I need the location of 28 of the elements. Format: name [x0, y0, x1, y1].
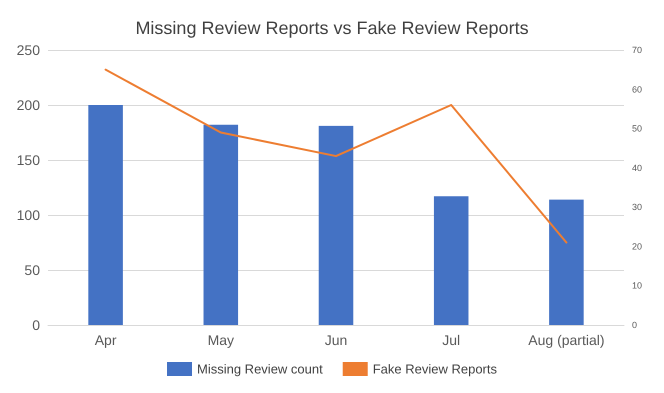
legend-label: Missing Review count: [197, 362, 324, 376]
y2-tick-label: 40: [632, 162, 642, 173]
legend-label: Fake Review Reports: [372, 362, 498, 376]
y-tick-label: 200: [16, 97, 40, 113]
y-tick-label: 100: [16, 207, 40, 223]
x-tick-label: Jun: [324, 332, 348, 348]
bar: [434, 196, 468, 325]
y2-tick-label: 0: [632, 320, 638, 330]
bar: [88, 105, 123, 325]
x-tick-label: Aug (partial): [528, 332, 605, 348]
bar: [549, 200, 584, 325]
y2-tick-label: 20: [632, 241, 642, 252]
y-tick-label: 150: [16, 152, 40, 168]
y-tick-label: 250: [16, 42, 40, 58]
x-tick-label: May: [208, 332, 234, 348]
bar: [204, 124, 238, 325]
y2-tick-label: 50: [632, 124, 642, 134]
y2-tick-label: 10: [632, 280, 642, 291]
y2-tick-label: 60: [632, 84, 642, 94]
chart-title: Missing Review Reports vs Fake Review Reports: [135, 18, 529, 38]
line-series: [104, 68, 568, 244]
x-tick-label: Apr: [94, 332, 117, 348]
y2-tick-label: 30: [632, 202, 642, 212]
bar: [318, 126, 354, 325]
y-tick-label: 0: [32, 317, 40, 333]
y2-tick-label: 70: [632, 45, 642, 55]
y-tick-label: 50: [24, 262, 40, 278]
x-tick-label: Jul: [442, 332, 460, 348]
